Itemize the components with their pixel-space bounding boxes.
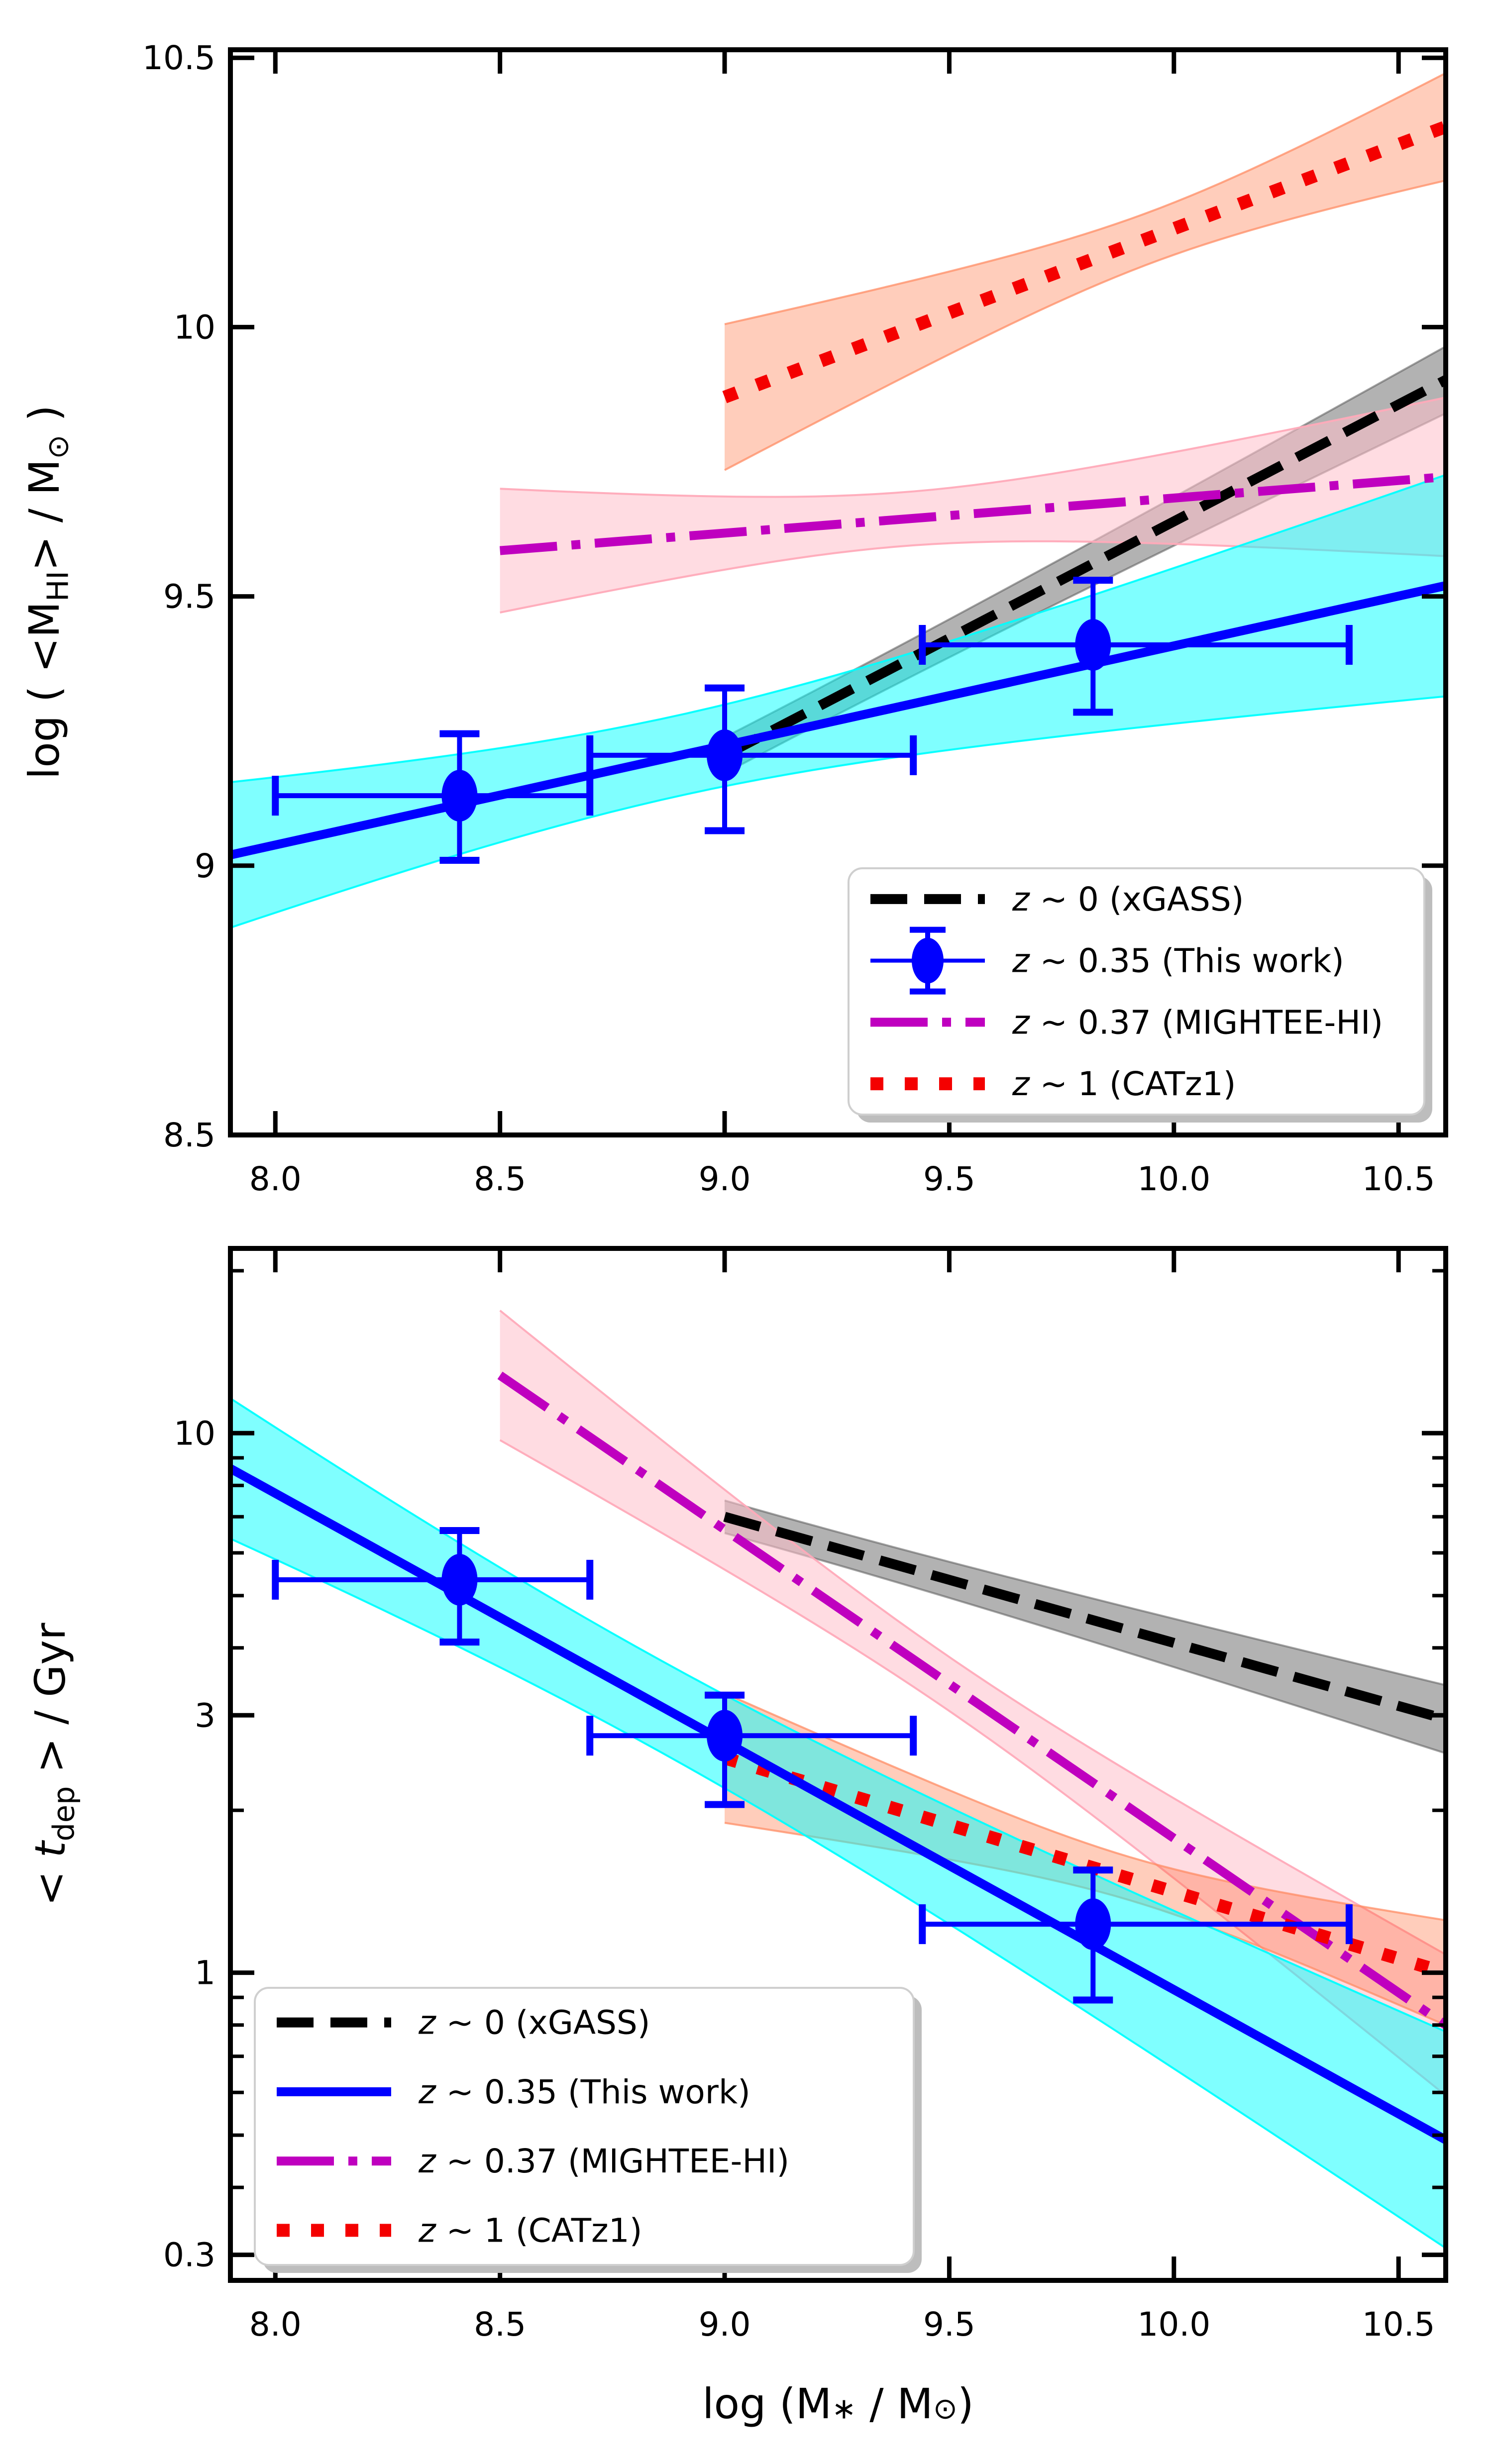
x-tick-label: 8.0 [249,2305,302,2344]
x-tick-label: 9.5 [923,1160,975,1198]
panel-border [228,1246,1448,2283]
data-points [272,1527,1353,2004]
catz1-band-edge-top [724,1692,1446,1922]
x-tick-label: 9.5 [923,2305,975,2344]
catz1-line [722,120,1446,404]
y-tick-label: 9.5 [163,577,215,616]
data-point-marker [707,1710,743,1762]
x-tick-label: 8.5 [474,1160,526,1198]
data-point-marker [441,1553,478,1606]
legend-entry-xgass: z ~ 0 (xGASS) [870,880,1244,918]
mightee-line [499,472,1446,555]
xgass-line [722,375,1446,760]
x-tick-label: 8.5 [474,2305,526,2344]
legend-label: z ~ 0 (xGASS) [418,2003,650,2042]
catz1-band-edge-top [724,72,1446,325]
legend-box [848,867,1425,1116]
legend-label: z ~ 0.37 (MIGHTEE-HI) [1012,1003,1383,1041]
data-points [272,577,1353,864]
y-tick-label: 10.5 [142,39,215,77]
panel-top: 8.0 8.5 9.0 9.5 10.0 10.5 8.5 9 9.5 10 10.5 log ( <… [20,39,1448,1198]
legend-entry-mightee: z ~ 0.37 (MIGHTEE-HI) [870,1003,1383,1041]
thiswork-line [230,581,1446,859]
thiswork-confidence-band [230,1398,1446,2249]
catz1-band-edge-bottom [724,179,1446,471]
legend-label: z ~ 0.35 (This work) [1012,941,1344,980]
legend-entry-catz1: z ~ 1 (CATz1) [870,1065,1236,1103]
catz1-confidence-band [725,1693,1446,2026]
y-axis-label: < tdep > / Gyr [26,1623,81,1906]
panel-border [228,47,1448,1137]
thiswork-band-edge-bottom [230,1538,1446,2249]
data-point-marker [1075,619,1111,671]
panel-bottom: 8.0 8.5 9.0 9.5 10.0 10.5 0.3 1 3 10 < tdep > / Gy… [26,1246,1448,2428]
y-tick-label: 8.5 [163,1116,215,1154]
legend-entry-thiswork: z ~ 0.35 (This work) [277,2072,750,2111]
plot-area [230,1310,1446,2249]
legend-entry-thiswork: z ~ 0.35 (This work) [870,926,1344,995]
legend-label: z ~ 0.37 (MIGHTEE-HI) [418,2142,789,2180]
legend-entry-xgass: z ~ 0 (xGASS) [277,2003,650,2042]
thiswork-band-edge-top [230,1397,1446,2033]
mightee-band-edge-top [499,1310,1446,1955]
y-tick-label: 0.3 [163,2236,215,2274]
data-point-marker [707,729,743,781]
x-tick-label: 9.0 [699,2305,751,2344]
x-tick-label: 10.5 [1362,2305,1435,2344]
thiswork-band-edge-bottom [230,695,1446,929]
y-tick-label: 3 [195,1696,215,1735]
legend-label: z ~ 1 (CATz1) [1012,1065,1236,1103]
x-tick-label: 9.0 [699,1160,751,1198]
data-point-marker [441,770,478,822]
y-tick-label: 10 [174,1414,215,1452]
legend-top: z ~ 0 (xGASS) z ~ 0.35 (This work) z ~ 0.3… [848,867,1432,1123]
y-tick-label: 10 [174,308,215,346]
mightee-band-edge-top [500,396,1446,498]
data-point-marker [1075,1898,1111,1951]
legend-bottom: z ~ 0 (xGASS) z ~ 0.35 (This work) z ~ 0.3… [254,1987,922,2273]
mightee-line [497,1371,1446,2029]
legend-box [254,1987,915,2266]
plot-area [230,72,1446,929]
legend-label: z ~ 1 (CATz1) [418,2211,642,2250]
x-tick-label: 10.5 [1362,1160,1435,1198]
legend-label: z ~ 0 (xGASS) [1012,880,1244,918]
catz1-line [723,1751,1446,1979]
y-tick-label: 9 [195,846,215,885]
legend-label: z ~ 0.35 (This work) [418,2072,750,2111]
x-axis-label: log (M∗ / M⊙) [702,2379,974,2428]
xgass-band-edge-top [724,1499,1446,1686]
mightee-confidence-band [500,397,1446,613]
thiswork-band-edge-top [230,474,1446,784]
x-tick-label: 10.0 [1137,2305,1210,2344]
y-axis-label: log ( <MHI> / M⊙ ) [20,405,75,779]
catz1-confidence-band [725,73,1446,470]
x-tick-label: 10.0 [1137,1160,1210,1198]
x-tick-label: 8.0 [249,1160,302,1198]
legend-marker [912,937,944,984]
xgass-line [723,1512,1446,1724]
y-tick-label: 1 [195,1953,215,1992]
legend-entry-catz1: z ~ 1 (CATz1) [277,2211,642,2250]
xgass-band-edge-bottom [724,1532,1446,1754]
axis-ticks [230,50,1446,1137]
legend-entry-mightee: z ~ 0.37 (MIGHTEE-HI) [277,2142,789,2180]
